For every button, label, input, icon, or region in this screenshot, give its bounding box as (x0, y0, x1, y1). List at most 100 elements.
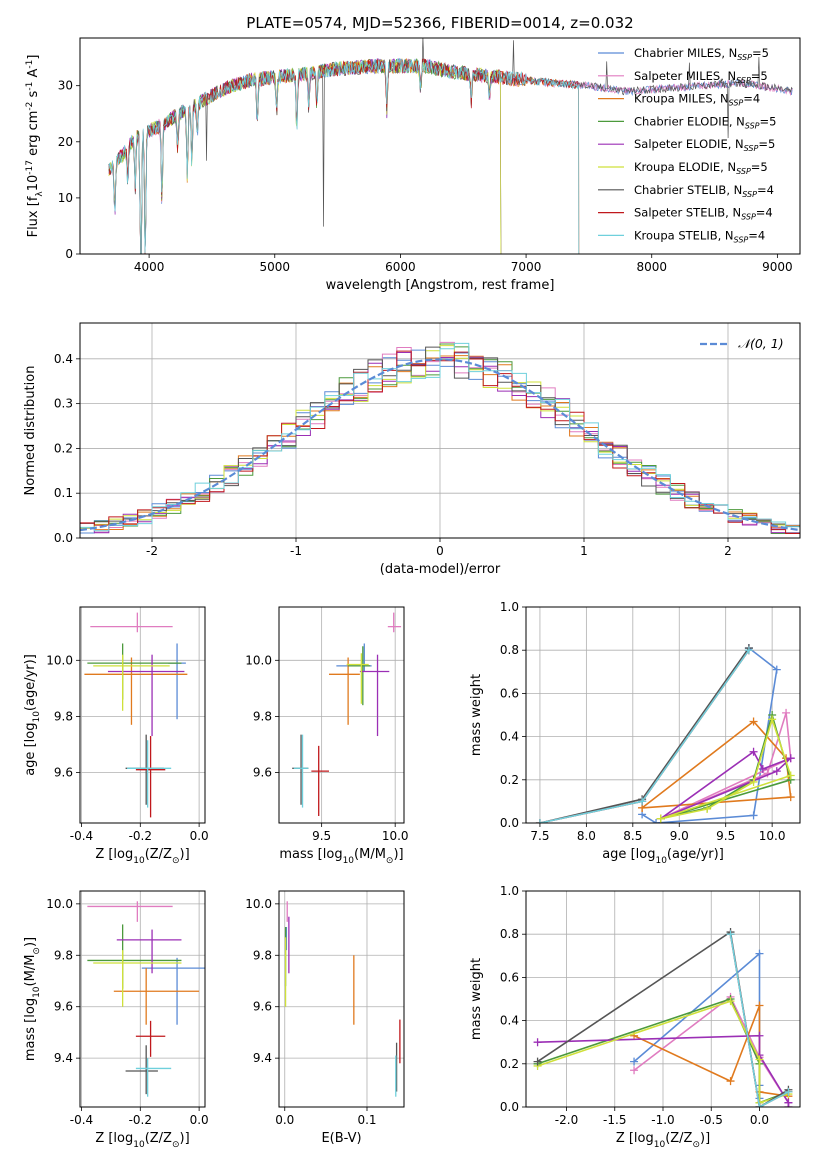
y-tick-label: 9.4 (253, 1051, 272, 1065)
y-tick-label: 10.0 (245, 653, 272, 667)
x-tick-label: 0.0 (190, 1113, 209, 1127)
weight-marker (749, 777, 758, 786)
y-tick-label: 0.4 (500, 1014, 519, 1028)
errorbar-point (125, 1045, 158, 1095)
weight-marker (749, 717, 758, 726)
weight-marker (749, 811, 758, 820)
weight-marker (726, 1077, 735, 1086)
weight-marker (755, 1055, 764, 1064)
weight-marker (784, 1087, 793, 1096)
y-axis-label: mass weight (469, 674, 484, 756)
errorbar-point (348, 646, 371, 706)
plot-area (533, 928, 793, 1107)
y-tick-label: 1.0 (500, 884, 519, 898)
weight-marker (782, 708, 791, 717)
weight-series-line (660, 716, 792, 820)
legend-label: Chabrier MILES, NSSP=5 (634, 46, 769, 62)
x-tick-label: -0.2 (129, 1113, 152, 1127)
y-axis-label: Flux [fλ10-17 erg cm-2 s-1 A-1] (25, 55, 45, 238)
y-axis-label: Normed distribution (23, 366, 38, 496)
normal-curve (80, 358, 800, 532)
y-tick-label: 0.2 (500, 773, 519, 787)
errorbar-point (293, 734, 309, 808)
plot-area (84, 612, 188, 818)
axes-frame (525, 890, 801, 1108)
weight-marker (726, 997, 735, 1006)
y-tick-label: 10.0 (46, 653, 73, 667)
spectrum-line (108, 57, 580, 254)
x-tick-label: 10.0 (382, 829, 409, 843)
x-tick-label: 0 (436, 544, 444, 558)
panel-residuals: -2 -1 0 1 2 0.0 0.1 0.2 0.3 0.4 (data-model)/error… (23, 322, 801, 577)
legend-label: 𝒩(0, 1) (738, 336, 784, 351)
legend-label: Kroupa STELIB, NSSP=4 (634, 228, 765, 244)
x-tick-label: 10.0 (759, 829, 786, 843)
x-tick-label: 6000 (385, 260, 416, 274)
x-tick-label: -0.2 (129, 829, 152, 843)
errorbar-point (127, 740, 172, 808)
weight-marker (638, 797, 647, 806)
x-tick-label: 4000 (134, 260, 165, 274)
y-tick-label: 0.2 (500, 1057, 519, 1071)
y-tick-label: 9.6 (253, 766, 272, 780)
legend-label: Salpeter MILES, NSSP=5 (634, 69, 768, 85)
x-tick-label: -2.0 (555, 1113, 578, 1127)
y-tick-label: 0 (65, 247, 73, 261)
plot-area (108, 38, 793, 254)
axes-frame (79, 606, 206, 824)
y-tick-label: 0.3 (54, 397, 73, 411)
weight-series-line (729, 934, 789, 1107)
panel-mass-vs-ebv: 0.0 0.1 9.4 9.6 9.8 10.0 E(B-V) (245, 890, 405, 1146)
y-tick-label: 10.0 (245, 897, 272, 911)
x-tick-label: -1.5 (603, 1113, 626, 1127)
x-axis-label: age [log10(age/yr)] (602, 847, 724, 866)
y-tick-label: 9.4 (54, 1051, 73, 1065)
axes-frame (79, 322, 801, 539)
x-tick-label: 7000 (511, 260, 542, 274)
plot-area (87, 901, 205, 1097)
weight-marker (772, 665, 781, 674)
y-tick-label: 9.6 (54, 766, 73, 780)
x-tick-label: -0.4 (70, 829, 93, 843)
y-tick-label: 10 (58, 191, 73, 205)
weight-marker (652, 819, 661, 823)
x-tick-label: -2 (146, 544, 158, 558)
x-tick-label: 9.0 (670, 829, 689, 843)
x-tick-label: 0.0 (750, 1113, 769, 1127)
x-axis-label: E(B-V) (321, 1131, 361, 1146)
x-axis-label: wavelength [Angstrom, rest frame] (326, 278, 555, 293)
weight-series-line (660, 712, 792, 820)
y-tick-label: 9.6 (253, 1000, 272, 1014)
y-tick-label: 0.6 (500, 970, 519, 984)
errorbar-point (113, 968, 200, 1025)
y-tick-label: 0.2 (54, 441, 73, 455)
panel-mass-vs-Z: -0.4 -0.2 0.0 9.4 9.6 9.8 10.0 Z [log10(Z/Z⊙)] m… (23, 890, 209, 1150)
y-tick-label: 0.8 (500, 643, 519, 657)
x-axis-label: Z [log10(Z/Z⊙)] (95, 1131, 189, 1150)
weight-marker (744, 646, 753, 655)
axes-frame (79, 890, 206, 1108)
legend-label: Kroupa MILES, NSSP=4 (634, 92, 760, 108)
errorbar-point (329, 657, 360, 725)
y-tick-label: 0.1 (54, 486, 73, 500)
x-axis-label: mass [log10(M/M⊙)] (279, 847, 403, 866)
y-tick-label: 9.8 (54, 948, 73, 962)
y-tick-label: 30 (58, 79, 73, 93)
y-tick-label: 10.0 (46, 897, 73, 911)
errorbar-point (359, 654, 390, 737)
errorbar-point (116, 929, 182, 974)
plot-area (284, 901, 401, 1097)
weight-marker (749, 747, 758, 756)
legend-label: Kroupa ELODIE, NSSP=5 (634, 160, 768, 176)
errorbar-point (135, 736, 166, 818)
weight-marker (703, 804, 712, 813)
panel-age-vs-mass: 9.5 10.0 9.6 9.8 10.0 mass [log10(M/M⊙)] (245, 606, 409, 866)
y-tick-label: 9.8 (253, 948, 272, 962)
y-tick-label: 20 (58, 135, 73, 149)
weight-marker (533, 1057, 542, 1066)
weight-marker (768, 715, 777, 724)
x-tick-label: 9.5 (312, 829, 331, 843)
x-tick-label: -1.0 (651, 1113, 674, 1127)
weight-marker (772, 767, 781, 776)
